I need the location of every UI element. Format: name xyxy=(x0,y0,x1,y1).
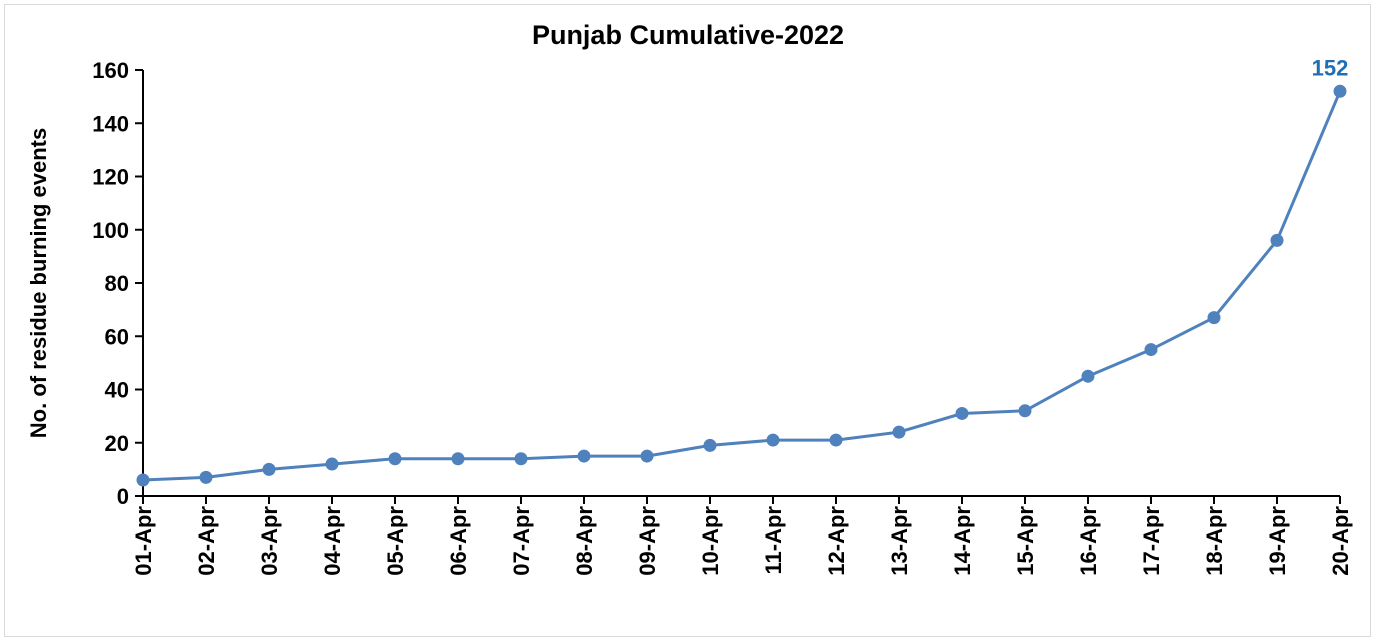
x-tick-label: 16-Apr xyxy=(1076,506,1101,576)
data-point xyxy=(136,473,150,487)
x-tick-label: 20-Apr xyxy=(1328,506,1353,576)
data-point xyxy=(829,433,843,447)
data-point xyxy=(514,452,528,466)
data-point xyxy=(955,406,969,420)
y-axis-ticks: 0 20 40 60 80 100 120 140 160 xyxy=(92,58,143,509)
data-point xyxy=(766,433,780,447)
x-tick-label: 19-Apr xyxy=(1265,506,1290,576)
data-point xyxy=(325,457,339,471)
y-tick-label: 40 xyxy=(105,378,129,403)
data-point xyxy=(577,449,591,463)
y-tick-label: 20 xyxy=(105,431,129,456)
data-point xyxy=(199,470,213,484)
x-tick-label: 08-Apr xyxy=(572,506,597,576)
x-tick-label: 02-Apr xyxy=(194,506,219,576)
data-point xyxy=(262,462,276,476)
x-tick-label: 11-Apr xyxy=(761,506,786,575)
y-tick-label: 60 xyxy=(105,324,129,349)
data-label: 152 xyxy=(1312,55,1349,80)
chart-title: Punjab Cumulative-2022 xyxy=(532,20,844,50)
data-point xyxy=(1018,404,1032,418)
y-tick-label: 120 xyxy=(92,165,129,190)
data-point xyxy=(1270,233,1284,247)
data-point xyxy=(1144,343,1158,357)
data-point xyxy=(1207,311,1221,325)
x-tick-label: 14-Apr xyxy=(950,506,975,576)
y-tick-label: 0 xyxy=(117,484,129,509)
x-tick-label: 12-Apr xyxy=(824,506,849,576)
x-tick-label: 17-Apr xyxy=(1139,506,1164,576)
x-tick-label: 06-Apr xyxy=(446,506,471,576)
x-tick-label: 03-Apr xyxy=(257,506,282,576)
x-tick-label: 10-Apr xyxy=(698,506,723,576)
chart-frame xyxy=(4,4,1371,637)
data-point xyxy=(640,449,654,463)
axes xyxy=(142,70,1340,497)
y-tick-label: 100 xyxy=(92,218,129,243)
data-point xyxy=(1081,369,1095,383)
series-line xyxy=(142,90,1342,482)
y-tick-label: 140 xyxy=(92,111,129,136)
x-tick-label: 15-Apr xyxy=(1013,506,1038,576)
data-point xyxy=(1333,84,1347,98)
data-point xyxy=(451,452,465,466)
x-tick-label: 07-Apr xyxy=(509,506,534,576)
x-tick-label: 04-Apr xyxy=(320,506,345,576)
y-tick-label: 80 xyxy=(105,271,129,296)
x-tick-label: 05-Apr xyxy=(383,506,408,576)
data-point xyxy=(892,425,906,439)
y-tick-label: 160 xyxy=(92,58,129,83)
x-tick-label: 13-Apr xyxy=(887,506,912,576)
x-tick-label: 09-Apr xyxy=(635,506,660,576)
data-point xyxy=(388,452,402,466)
data-point xyxy=(703,438,717,452)
data-labels: 152 xyxy=(1312,55,1349,80)
x-tick-label: 18-Apr xyxy=(1202,506,1227,576)
x-tick-label: 01-Apr xyxy=(131,506,156,576)
series-line-group xyxy=(136,84,1347,487)
x-axis-ticks: 01-Apr 02-Apr 03-Apr 04-Apr 05-Apr 06-Apr 07-A… xyxy=(131,496,1353,576)
y-axis-label: No. of residue burning events xyxy=(26,128,51,438)
